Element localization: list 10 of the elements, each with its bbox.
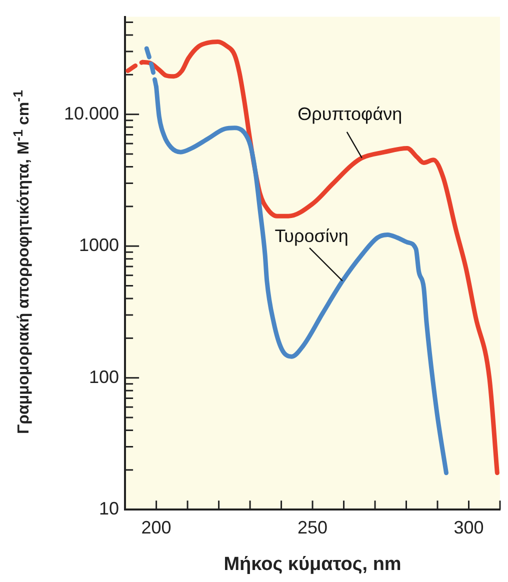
x-axis-title: Μήκος κύματος, nm	[224, 554, 402, 575]
y-tick-label: 1000	[79, 235, 120, 256]
y-tick-label: 10.000	[64, 103, 120, 124]
annotation: Θρυπτοφάνη	[298, 104, 402, 124]
x-tick-label: 250	[298, 517, 328, 538]
x-tick-label: 300	[454, 517, 484, 538]
y-tick-label: 10	[99, 498, 120, 519]
x-tick-label: 200	[141, 517, 172, 538]
y-tick-label: 100	[89, 366, 120, 387]
annotation: Τυροσίνη	[274, 226, 348, 246]
